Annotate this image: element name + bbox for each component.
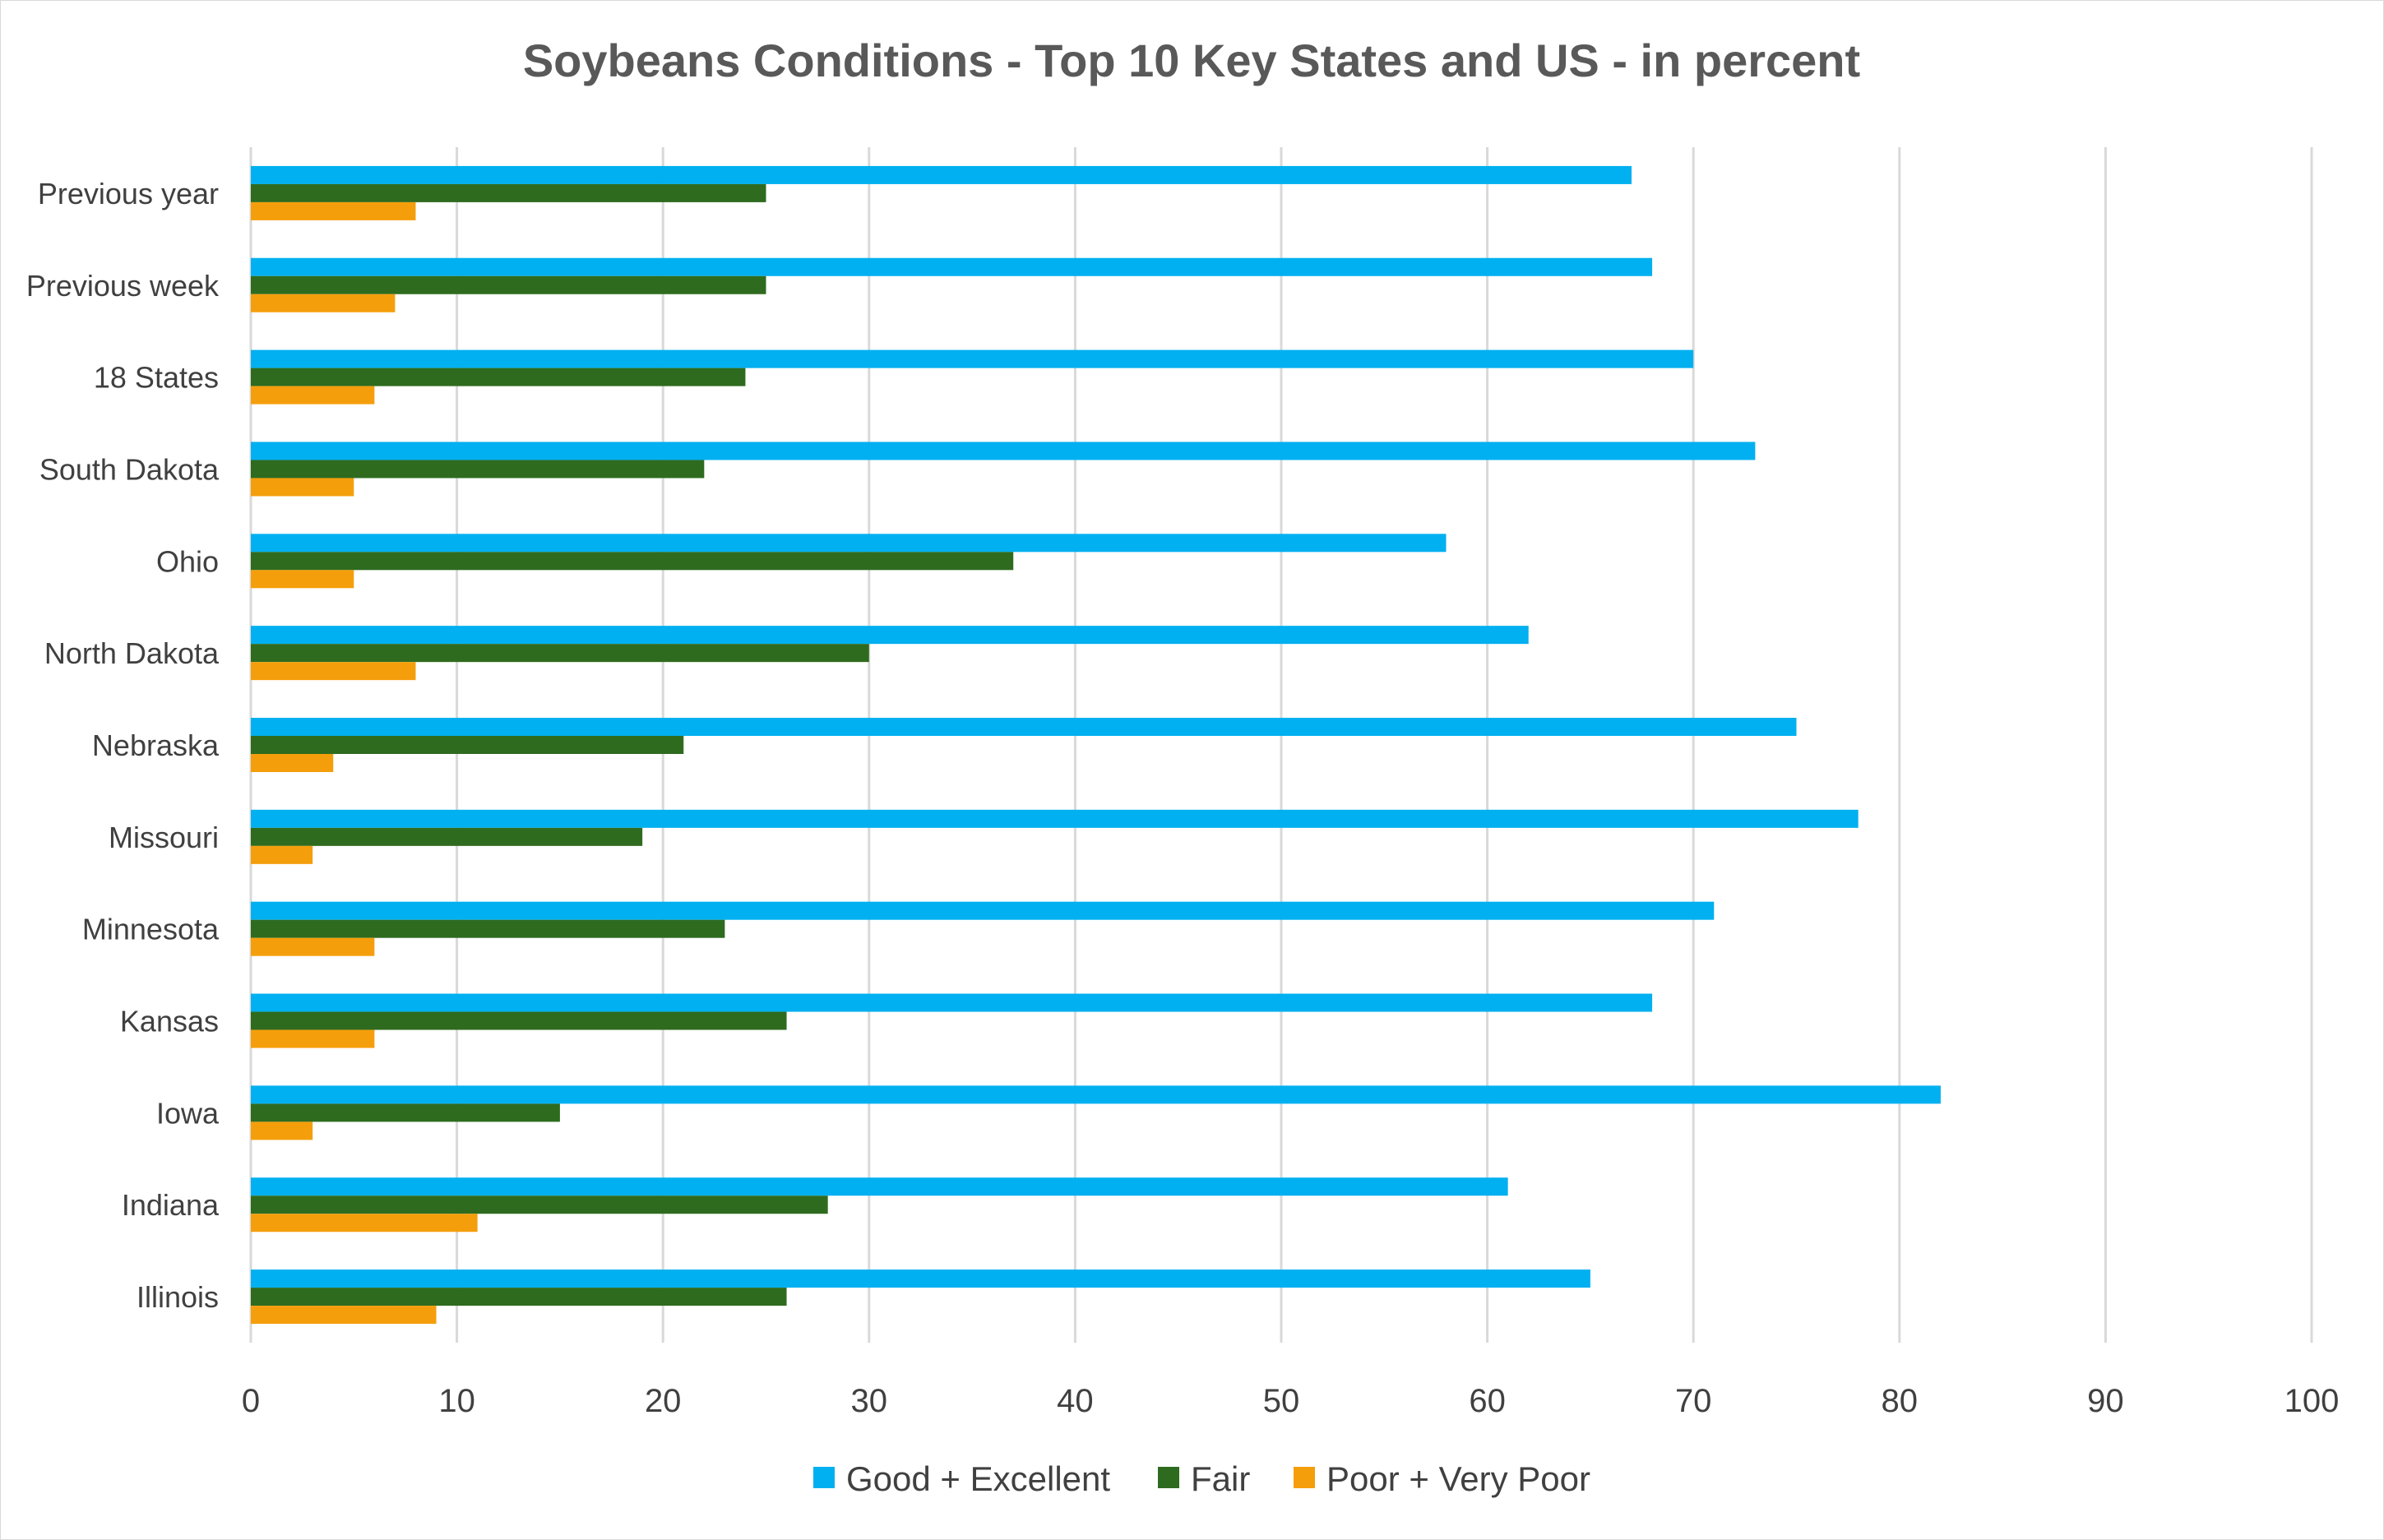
bar — [251, 386, 375, 405]
bar — [251, 626, 1529, 645]
bar — [251, 662, 416, 681]
category-label: Previous year — [38, 177, 219, 210]
bar — [251, 1306, 437, 1325]
x-tick-label: 10 — [438, 1383, 475, 1419]
legend-swatch — [813, 1467, 835, 1488]
category-label: Iowa — [156, 1096, 220, 1130]
bar — [251, 901, 1715, 920]
bar — [251, 718, 1797, 736]
x-tick-label: 50 — [1263, 1383, 1300, 1419]
legend-label: Good + Excellent — [846, 1459, 1110, 1498]
bar — [251, 442, 1756, 460]
bar — [251, 201, 416, 220]
bar — [251, 809, 1859, 828]
bars — [251, 165, 1941, 1325]
bar — [251, 534, 1447, 553]
bar — [251, 183, 766, 202]
bar — [251, 478, 354, 497]
x-tick-label: 20 — [645, 1383, 682, 1419]
bar — [251, 1269, 1590, 1288]
legend-label: Poor + Very Poor — [1326, 1459, 1590, 1498]
bar — [251, 349, 1694, 368]
bar — [251, 937, 375, 956]
bar — [251, 919, 725, 938]
bar — [251, 993, 1653, 1012]
bar — [251, 1177, 1508, 1196]
bar — [251, 1011, 787, 1030]
bar — [251, 1103, 560, 1122]
category-labels: Previous year Previous week 18 States South… — [26, 177, 220, 1314]
legend-label: Fair — [1191, 1459, 1250, 1498]
bar — [251, 845, 313, 864]
category-label: Ohio — [156, 544, 219, 578]
bar — [251, 1214, 478, 1232]
x-axis-tick-labels: 0 10 20 30 40 50 60 70 80 90 100 — [242, 1383, 2340, 1419]
category-label: Previous week — [26, 269, 220, 303]
category-label: Minnesota — [82, 913, 220, 946]
category-label: Kansas — [120, 1005, 219, 1038]
bar — [251, 1029, 375, 1048]
bar — [251, 1121, 313, 1140]
category-label: Illinois — [137, 1280, 219, 1314]
x-tick-label: 0 — [242, 1383, 260, 1419]
category-label: Nebraska — [92, 728, 220, 762]
x-tick-label: 30 — [851, 1383, 888, 1419]
bar — [251, 754, 334, 772]
chart-title: Soybeans Conditions - Top 10 Key States … — [523, 35, 1860, 86]
bar — [251, 1085, 1941, 1104]
legend-swatch — [1294, 1467, 1315, 1488]
category-label: 18 States — [94, 361, 219, 395]
bar — [251, 275, 766, 294]
bar — [251, 570, 354, 589]
bar — [251, 736, 684, 754]
x-tick-label: 70 — [1675, 1383, 1712, 1419]
bar — [251, 257, 1653, 276]
bar — [251, 165, 1632, 184]
x-tick-label: 40 — [1057, 1383, 1094, 1419]
category-label: South Dakota — [39, 452, 220, 486]
bar — [251, 644, 869, 663]
x-tick-label: 80 — [1882, 1383, 1919, 1419]
gridlines — [249, 147, 2313, 1343]
bar — [251, 1288, 787, 1306]
bar — [251, 552, 1014, 571]
legend: Good + Excellent Fair Poor + Very Poor — [813, 1459, 1590, 1498]
bar — [251, 294, 396, 312]
bar — [251, 460, 705, 479]
x-tick-label: 100 — [2284, 1383, 2340, 1419]
category-label: North Dakota — [44, 636, 220, 670]
bar — [251, 827, 643, 846]
bar — [251, 1195, 828, 1214]
legend-swatch — [1158, 1467, 1179, 1488]
category-label: Missouri — [109, 821, 219, 854]
bar — [251, 368, 746, 386]
x-tick-label: 60 — [1469, 1383, 1506, 1419]
x-tick-label: 90 — [2087, 1383, 2124, 1419]
category-label: Indiana — [122, 1188, 220, 1222]
